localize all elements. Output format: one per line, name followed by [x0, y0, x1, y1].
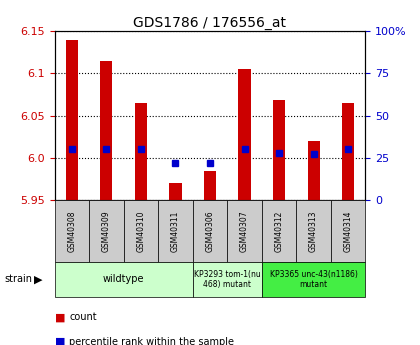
- Text: GSM40307: GSM40307: [240, 210, 249, 252]
- Text: percentile rank within the sample: percentile rank within the sample: [69, 337, 234, 345]
- Text: wildtype: wildtype: [103, 275, 144, 284]
- Text: KP3365 unc-43(n1186)
mutant: KP3365 unc-43(n1186) mutant: [270, 270, 357, 289]
- Bar: [66, 40, 78, 200]
- Bar: [239, 69, 251, 200]
- Bar: [307, 141, 320, 200]
- Text: GSM40312: GSM40312: [275, 210, 284, 252]
- Bar: [100, 61, 113, 200]
- Bar: [169, 183, 181, 200]
- Bar: [342, 103, 354, 200]
- Title: GDS1786 / 176556_at: GDS1786 / 176556_at: [134, 16, 286, 30]
- Text: GSM40308: GSM40308: [67, 210, 76, 252]
- Text: KP3293 tom-1(nu
468) mutant: KP3293 tom-1(nu 468) mutant: [194, 270, 261, 289]
- Bar: [204, 170, 216, 200]
- Text: GSM40313: GSM40313: [309, 210, 318, 252]
- Bar: [273, 100, 285, 200]
- Text: count: count: [69, 313, 97, 322]
- Text: GSM40314: GSM40314: [344, 210, 353, 252]
- Text: ■: ■: [55, 313, 65, 322]
- Text: GSM40309: GSM40309: [102, 210, 111, 252]
- Text: GSM40306: GSM40306: [205, 210, 215, 252]
- Text: ■: ■: [55, 337, 65, 345]
- Text: GSM40311: GSM40311: [171, 210, 180, 252]
- Text: ▶: ▶: [34, 275, 42, 284]
- Text: strain: strain: [4, 275, 32, 284]
- Text: GSM40310: GSM40310: [136, 210, 145, 252]
- Bar: [135, 103, 147, 200]
